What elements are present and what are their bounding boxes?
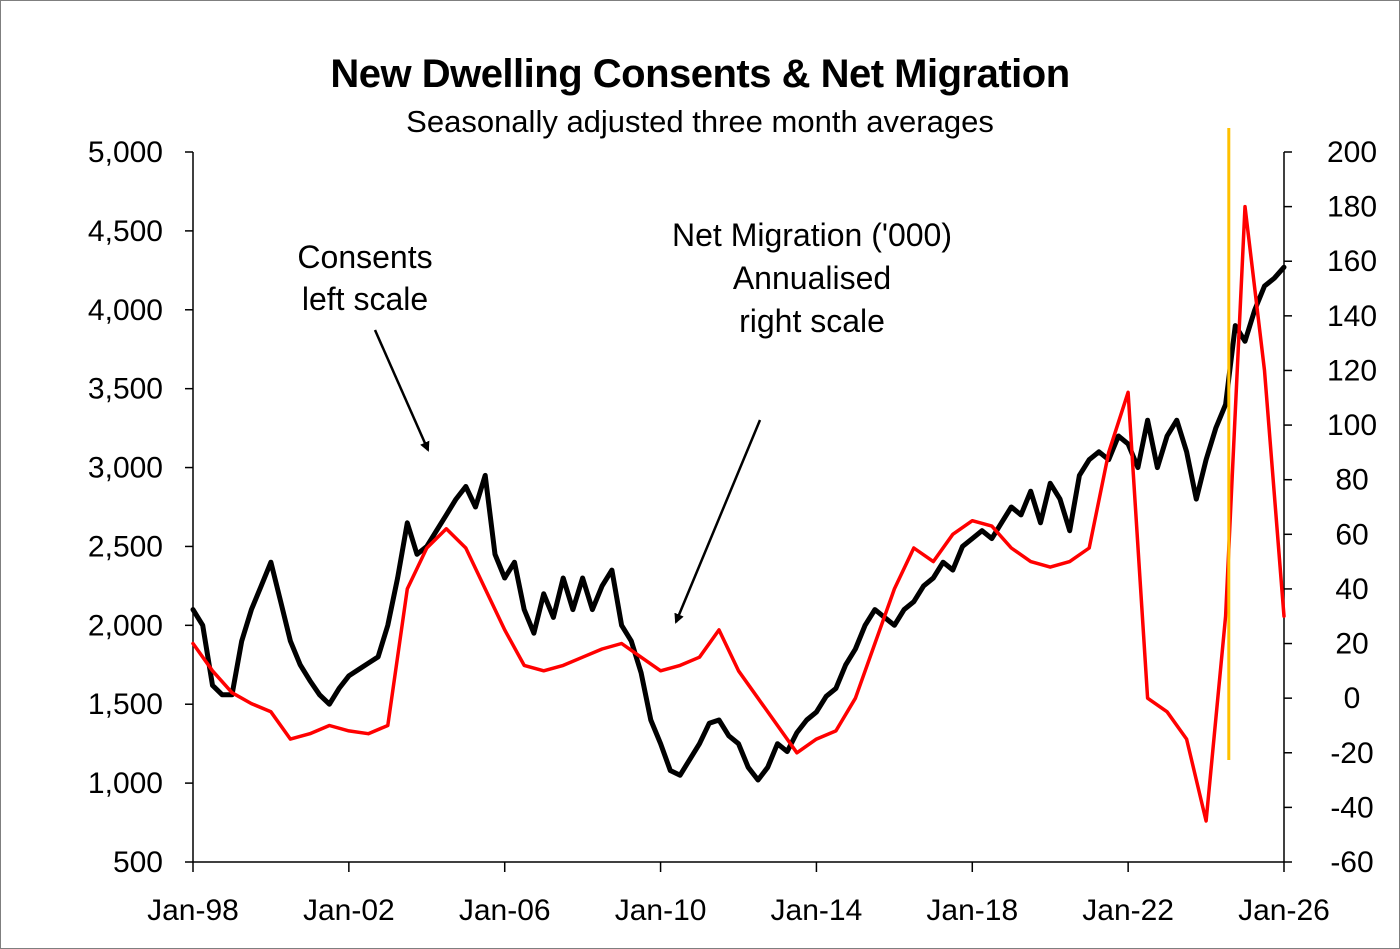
annotation-consents-arrow <box>373 329 430 452</box>
annotation-migration-line: Net Migration ('000) <box>672 217 952 253</box>
y-right-tick-label: 60 <box>1335 518 1368 551</box>
annotation-consents-line: left scale <box>302 281 428 317</box>
y-left-tick-label: 500 <box>113 846 163 879</box>
series-line-migration <box>191 204 1286 823</box>
y-left-tick-label: 2,000 <box>88 609 163 642</box>
y-right-tick-label: 0 <box>1344 682 1361 715</box>
chart-title: New Dwelling Consents & Net Migration <box>330 52 1070 96</box>
y-right-tick-label: 120 <box>1327 354 1377 387</box>
annotation-migration-line: right scale <box>739 303 885 339</box>
y-right-tick-label: -40 <box>1330 791 1373 824</box>
x-tick-label: Jan-02 <box>303 894 395 927</box>
y-right-tick-label: 180 <box>1327 191 1377 224</box>
y-left-tick-label: 4,500 <box>88 215 163 248</box>
annotation-consents-line: Consents <box>297 239 432 275</box>
y-left-tick-label: 5,000 <box>88 136 163 169</box>
y-right-tick-label: 140 <box>1327 300 1377 333</box>
annotation-consents: Consents left scale <box>297 239 432 317</box>
y-right-tick-label: 40 <box>1335 573 1368 606</box>
annotation-layer: Consents left scale Net Migration ('000) An… <box>297 217 952 624</box>
annotation-migration: Net Migration ('000) Annualised right scal… <box>672 217 952 339</box>
y-right-tick-label: 20 <box>1335 628 1368 661</box>
x-tick-label: Jan-98 <box>147 894 239 927</box>
y-left-tick-label: 1,500 <box>88 688 163 721</box>
y-left-tick-label: 1,000 <box>88 767 163 800</box>
y-axis-left-ticks: 500 1,000 1,500 2,000 2,500 3,000 3,500 4,000 4,… <box>88 136 193 879</box>
y-left-tick-label: 4,000 <box>88 294 163 327</box>
x-tick-label: Jan-10 <box>615 894 707 927</box>
x-tick-label: Jan-18 <box>926 894 1018 927</box>
y-left-tick-label: 3,500 <box>88 373 163 406</box>
chart-subtitle: Seasonally adjusted three month averages <box>406 104 994 139</box>
x-tick-label: Jan-06 <box>459 894 551 927</box>
series-line-consents <box>190 264 1287 783</box>
x-tick-label: Jan-14 <box>771 894 863 927</box>
y-right-tick-label: 80 <box>1335 464 1368 497</box>
annotation-migration-line: Annualised <box>733 260 891 296</box>
x-tick-label: Jan-26 <box>1238 894 1330 927</box>
y-right-tick-label: -20 <box>1330 737 1373 770</box>
x-axis-ticks: Jan-98 Jan-02 Jan-06 Jan-10 Jan-14 Jan-18 Jan-… <box>147 862 1330 927</box>
y-right-tick-label: 200 <box>1327 136 1377 169</box>
y-axis-right-ticks: -60 -40 -20 0 20 40 60 80 100 120 140 160 180 200 <box>1284 136 1377 879</box>
x-tick-label: Jan-22 <box>1082 894 1174 927</box>
y-left-tick-label: 2,500 <box>88 530 163 563</box>
y-left-tick-label: 3,000 <box>88 452 163 485</box>
series-layer <box>190 128 1287 823</box>
y-right-tick-label: 100 <box>1327 409 1377 442</box>
annotation-migration-arrow <box>674 419 762 624</box>
y-right-tick-label: 160 <box>1327 245 1377 278</box>
y-right-tick-label: -60 <box>1330 846 1373 879</box>
